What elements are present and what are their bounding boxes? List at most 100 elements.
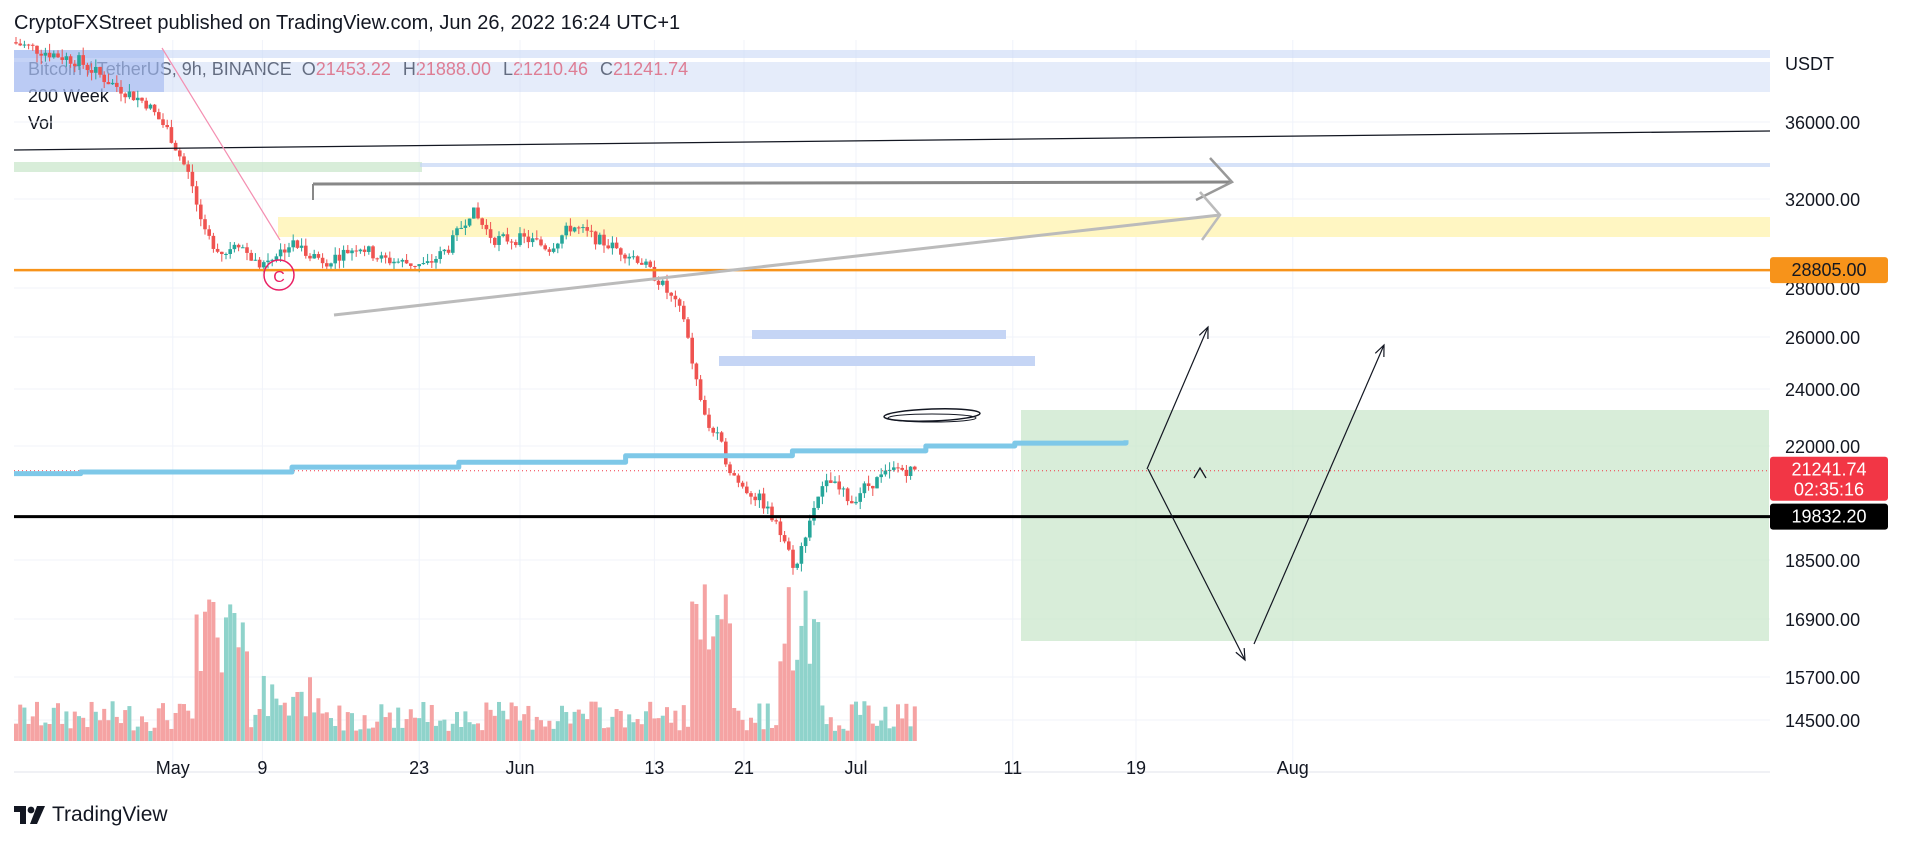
wedge-lower-arrow [1199, 191, 1222, 241]
volume-bar [728, 623, 732, 741]
candle-body [26, 44, 31, 46]
volume-bar [379, 704, 384, 741]
y-tick-label: 18500.00 [1785, 551, 1860, 571]
x-tick-label: Aug [1277, 758, 1309, 778]
candle-body [421, 262, 426, 265]
candle-body [480, 218, 484, 225]
candle-body [194, 186, 199, 205]
volume-bar [463, 711, 468, 741]
volume-bar [749, 717, 753, 741]
candle-body [362, 249, 367, 252]
volume-bar [812, 619, 816, 741]
candle-body [245, 247, 249, 253]
volume-bar [896, 704, 900, 741]
price-label-bg [1770, 257, 1888, 284]
volume-bar [467, 722, 472, 741]
volume-bar [614, 709, 619, 741]
candle-body [295, 240, 300, 248]
candle-body [640, 262, 644, 265]
volume-bar [488, 709, 493, 741]
volume-bar [56, 703, 60, 741]
candle-body [820, 486, 825, 497]
volume-bar [287, 715, 291, 741]
candle-body [455, 228, 459, 236]
volume-bar [551, 728, 556, 741]
volume-bar [639, 724, 644, 741]
candle-body [808, 520, 812, 538]
volume-bar [803, 590, 808, 741]
candle-body [89, 70, 94, 73]
volume-bar [404, 719, 409, 741]
candle-body [375, 258, 379, 260]
volume-bar [186, 710, 191, 741]
volume-bar [677, 730, 682, 741]
close-label: C [600, 59, 614, 79]
candle-body [106, 82, 111, 85]
volume-bar [719, 619, 724, 741]
candle-body [774, 520, 778, 522]
volume-bar [392, 727, 396, 741]
volume-bar [492, 715, 497, 741]
volume-bar [102, 708, 107, 741]
volume-bar [522, 714, 527, 741]
volume-bar [203, 611, 207, 741]
candle-body [161, 119, 165, 126]
candle-body [589, 230, 594, 232]
candle-body [346, 249, 350, 254]
candle-body [619, 248, 623, 255]
candle-body [253, 259, 258, 261]
x-tick-label: 9 [257, 758, 267, 778]
candle-body [833, 481, 837, 483]
blue-zone-top [14, 50, 1770, 58]
candle-body [606, 245, 610, 249]
volume-bar [278, 705, 283, 741]
volume-bar [408, 709, 413, 741]
tradingview-logo[interactable]: TradingView [14, 803, 168, 827]
y-axis-unit: USDT [1785, 54, 1834, 74]
volume-bar [387, 712, 392, 741]
blue-zone-left [14, 50, 164, 92]
candle-body [694, 363, 699, 380]
blue-zone-mid-1 [752, 330, 1006, 339]
volume-bar [182, 704, 186, 741]
candle-body [501, 234, 505, 236]
candle-body [274, 256, 279, 260]
candle-body [31, 44, 35, 46]
candle-body [472, 207, 476, 219]
volume-bar [295, 691, 300, 741]
volume-bar [299, 691, 304, 741]
price-label-text: 28805.00 [1791, 260, 1866, 280]
volume-bar [694, 603, 699, 741]
candle-body [354, 250, 358, 252]
candle-body [371, 246, 375, 259]
yellow-zone [278, 217, 1770, 237]
x-tick-label: May [156, 758, 190, 778]
volume-bar [858, 714, 863, 741]
volume-bar [736, 710, 741, 741]
y-tick-label: 28000.00 [1785, 279, 1860, 299]
x-tick-label: 11 [1003, 758, 1022, 778]
candle-body [568, 225, 573, 232]
candle-body [400, 259, 405, 262]
candle-body [824, 480, 829, 487]
chart-zones [14, 50, 1770, 641]
small-arrow-marker [1193, 466, 1207, 479]
volume-indicator-label[interactable]: Vol [28, 113, 54, 133]
green-zone-top-left [14, 162, 422, 172]
candle-body [291, 240, 295, 248]
volume-bar [900, 718, 905, 741]
volume-bar [85, 727, 90, 741]
candle-body [367, 246, 371, 252]
candle-body [816, 496, 820, 508]
volume-bar [476, 723, 480, 741]
candle-body [913, 466, 917, 470]
candle-body [358, 249, 363, 252]
volume-bar [618, 710, 623, 741]
volume-bar [152, 727, 157, 741]
pink-trend-line [161, 47, 281, 241]
candle-body [858, 493, 862, 502]
x-tick-label: Jul [844, 758, 867, 778]
candle-body [740, 482, 745, 487]
volume-bar [106, 720, 111, 741]
